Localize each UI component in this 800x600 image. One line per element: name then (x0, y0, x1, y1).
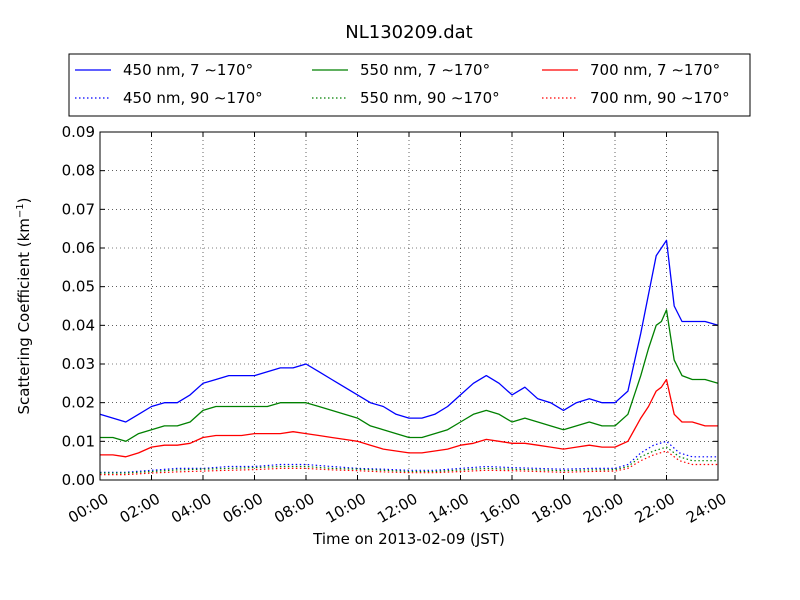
y-axis-label-close: ) (15, 197, 33, 203)
series-line-0 (99, 239, 719, 423)
y-tick-label: 0.01 (62, 432, 95, 450)
y-tick-label: 0.08 (62, 162, 95, 180)
x-tick-label: 22:00 (632, 490, 678, 527)
y-axis-label: Scattering Coefficient (km−1) (15, 197, 33, 414)
y-tick-label: 0.09 (62, 123, 95, 141)
x-tick-label: 04:00 (168, 490, 214, 527)
legend-label: 450 nm, 7 ∼170° (123, 61, 253, 79)
x-tick-label: 08:00 (271, 490, 317, 527)
x-tick-label: 16:00 (477, 490, 523, 527)
x-tick-label: 00:00 (65, 490, 111, 527)
x-axis-label: Time on 2013-02-09 (JST) (312, 530, 505, 548)
legend-label: 450 nm, 90 ∼170° (123, 89, 263, 107)
y-tick-label: 0.00 (62, 471, 95, 489)
series-line-2 (100, 378, 718, 458)
x-tick-label: 18:00 (529, 490, 575, 527)
grid (100, 132, 718, 480)
legend-box (68, 53, 751, 117)
legend-label: 700 nm, 90 ∼170° (590, 89, 730, 107)
x-tick-label: 02:00 (117, 490, 163, 527)
ticks: 00:00 02:00 04:00 06:00 08:00 10:00 12:00 14:00… (62, 123, 730, 527)
series-line-3 (100, 440, 718, 473)
y-tick-label: 0.07 (62, 200, 95, 218)
y-tick-label: 0.05 (62, 278, 95, 296)
y-tick-label: 0.02 (62, 394, 95, 412)
series-line-1 (100, 309, 719, 442)
legend-label: 550 nm, 90 ∼170° (360, 89, 500, 107)
legend: 450 nm, 7 ∼170° 550 nm, 7 ∼170° 700 nm, 7 … (68, 53, 751, 117)
x-tick-label: 20:00 (580, 490, 626, 527)
y-axis-label-sup: −1 (15, 203, 26, 218)
y-axis-label-main: Scattering Coefficient (km (15, 218, 33, 414)
x-tick-label: 14:00 (426, 490, 472, 527)
x-tick-label: 24:00 (683, 490, 729, 527)
x-tick-label: 10:00 (323, 490, 369, 527)
series-line-4 (100, 446, 718, 474)
legend-label: 700 nm, 7 ∼170° (590, 61, 720, 79)
x-tick-label: 06:00 (220, 490, 266, 527)
y-tick-label: 0.03 (62, 355, 95, 373)
legend-label: 550 nm, 7 ∼170° (360, 61, 490, 79)
y-tick-label: 0.04 (62, 316, 95, 334)
chart-title: NL130209.dat (345, 22, 472, 43)
x-tick-label: 12:00 (374, 490, 420, 527)
y-tick-label: 0.06 (62, 239, 95, 257)
series-layer (99, 239, 719, 476)
